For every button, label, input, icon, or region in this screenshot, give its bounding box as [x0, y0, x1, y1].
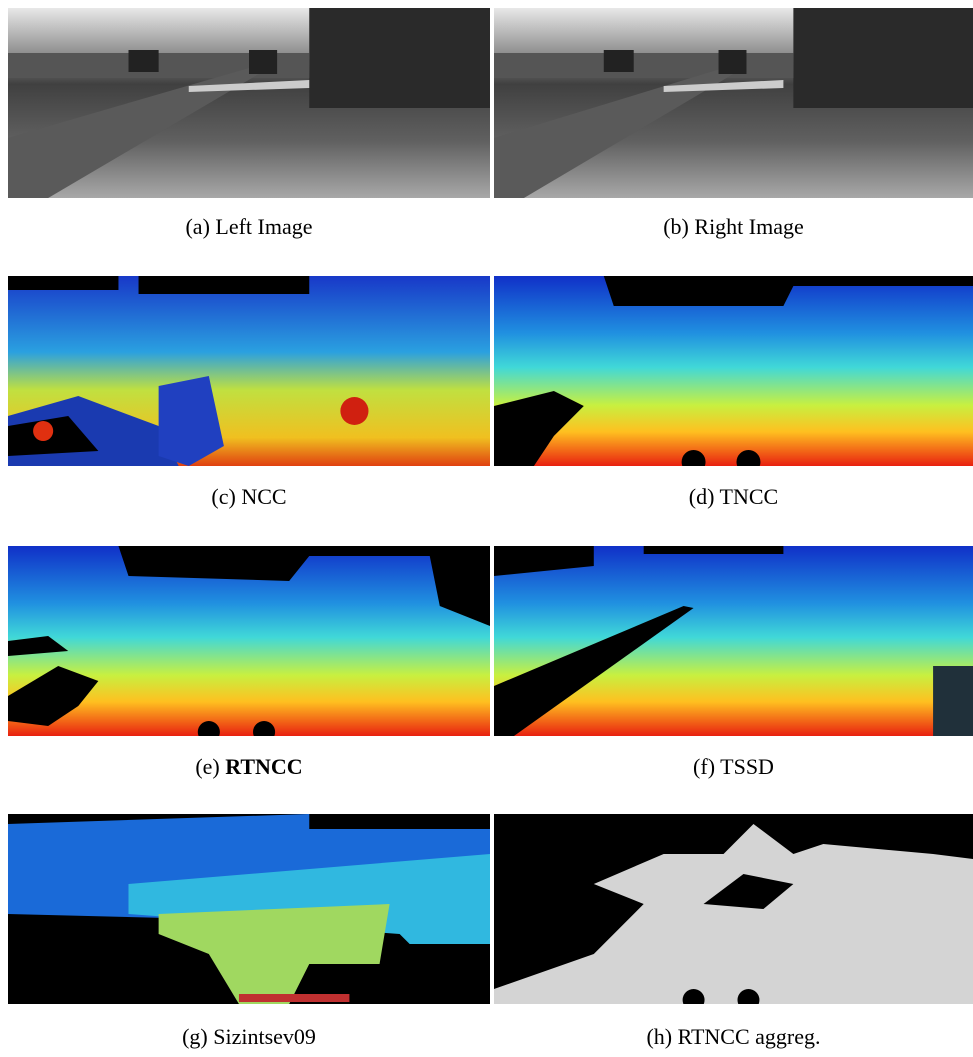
caption: (g) Sizintsev09 [8, 1024, 490, 1050]
caption-text: Sizintsev09 [213, 1024, 316, 1049]
caption-text: Right Image [694, 214, 803, 239]
image-aggregation [494, 814, 973, 1004]
caption-text: TNCC [720, 484, 779, 509]
caption: (h) RTNCC aggreg. [494, 1024, 973, 1050]
caption-label: (d) [689, 484, 715, 509]
caption-label: (a) [185, 214, 209, 239]
image-tncc [494, 276, 973, 466]
caption-label: (e) [195, 754, 219, 779]
caption: (d) TNCC [494, 484, 973, 510]
caption: (a) Left Image [8, 214, 490, 240]
caption-label: (f) [693, 754, 715, 779]
caption-text: Left Image [215, 214, 312, 239]
caption-label: (b) [663, 214, 689, 239]
image-tssd [494, 546, 973, 736]
caption-text: NCC [241, 484, 286, 509]
caption-text: TSSD [720, 754, 774, 779]
caption-text: RTNCC [225, 754, 302, 779]
caption-label: (c) [211, 484, 235, 509]
caption-label: (h) [646, 1024, 672, 1049]
caption: (f) TSSD [494, 754, 973, 780]
caption-label: (g) [182, 1024, 208, 1049]
image-right [494, 8, 973, 198]
caption: (e) RTNCC [8, 754, 490, 780]
caption: (b) Right Image [494, 214, 973, 240]
image-left [8, 8, 490, 198]
caption-text: RTNCC aggreg. [678, 1024, 821, 1049]
image-sizintsev [8, 814, 490, 1004]
image-rtncc [8, 546, 490, 736]
page: (a) Left Image (b) Right Image (c) NCC (… [0, 0, 973, 1057]
image-ncc [8, 276, 490, 466]
caption: (c) NCC [8, 484, 490, 510]
